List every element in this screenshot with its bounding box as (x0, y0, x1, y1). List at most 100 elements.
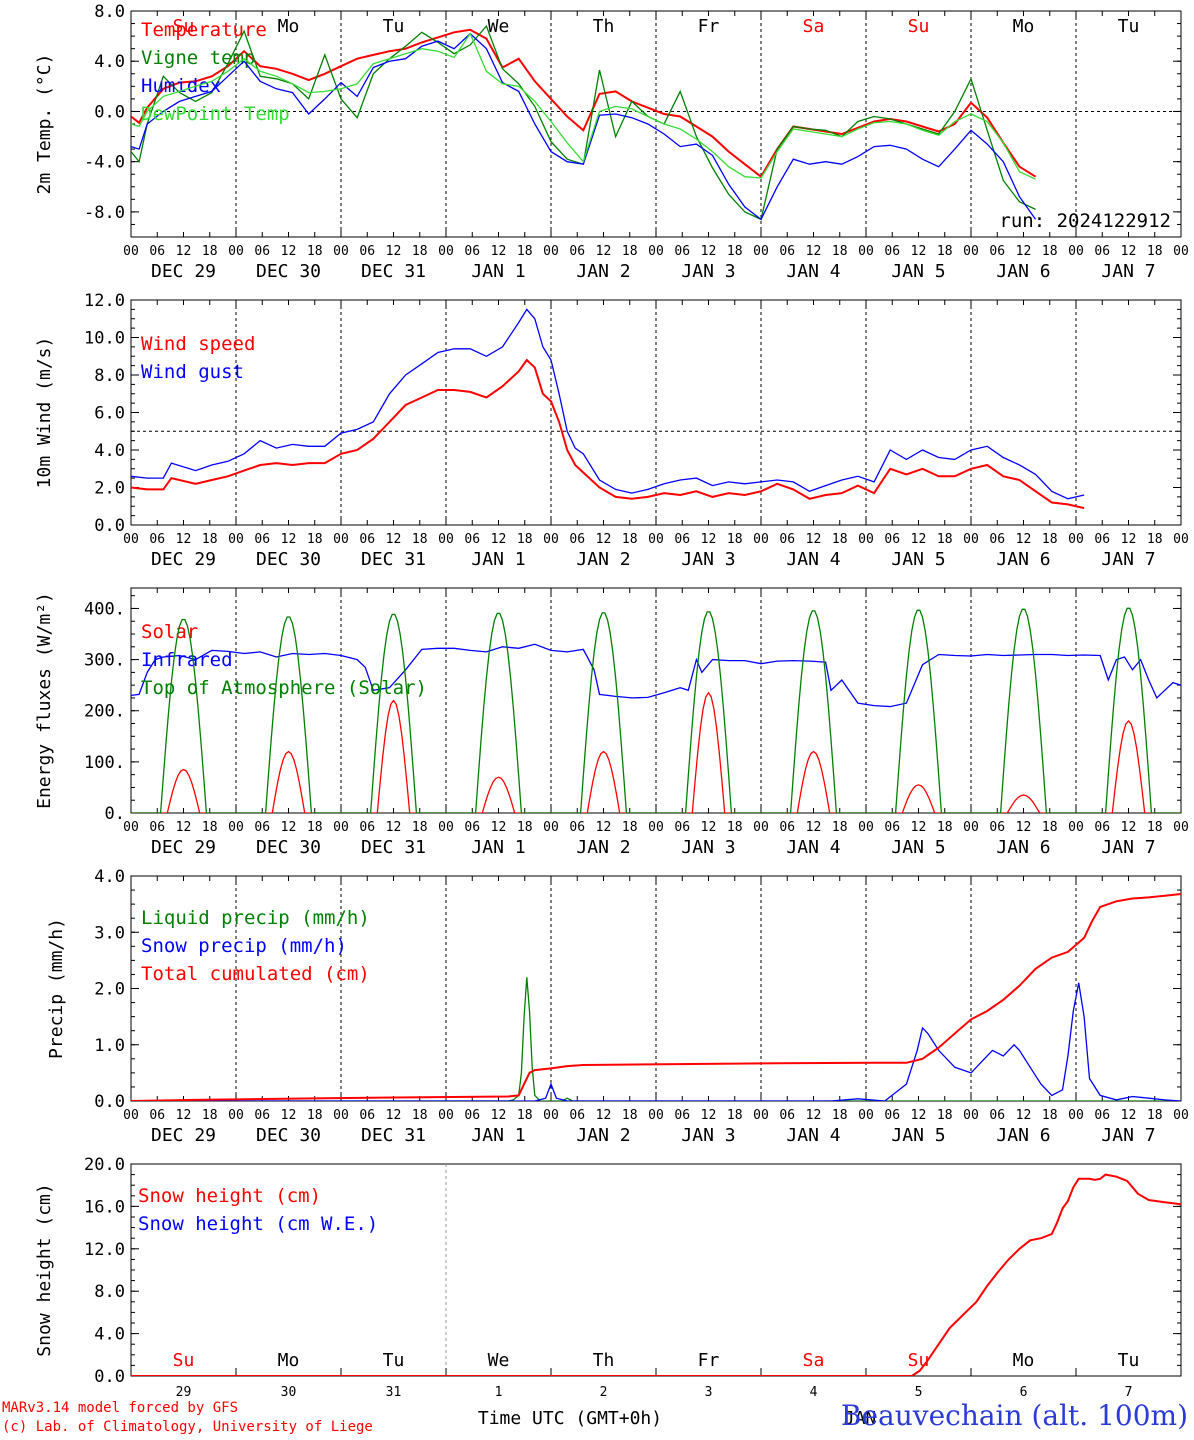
y-axis-label: 2m Temp. (°C) (34, 54, 55, 195)
series-line-temp-1 (131, 24, 1036, 221)
x-hour-label: 00 (228, 1108, 244, 1123)
x-hour-label: 00 (123, 1108, 139, 1123)
x-hour-label: 00 (753, 820, 769, 835)
x-hour-label: 06 (884, 532, 900, 547)
x-day-label: JAN 6 (996, 261, 1050, 282)
bottom-month-label: JAN (844, 1408, 877, 1429)
y-tick-label: 12.0 (84, 1240, 125, 1260)
y-tick-label: 0.0 (94, 1092, 125, 1112)
x-hour-label: 12 (491, 1108, 507, 1123)
x-hour-label: 12 (596, 1108, 612, 1123)
x-hour-label: 18 (937, 532, 953, 547)
x-hour-label: 12 (281, 820, 297, 835)
legend-entry: Snow height (cm W.E.) (138, 1213, 378, 1235)
y-axis-label: Energy fluxes (W/m²) (34, 592, 55, 809)
x-day-label: DEC 29 (151, 261, 216, 282)
x-hour-label: 12 (281, 532, 297, 547)
x-day-label: JAN 6 (996, 837, 1050, 858)
legend-entry: Humidex (141, 75, 221, 97)
x-hour-label: 12 (491, 244, 507, 259)
x-day-label: JAN 7 (1101, 549, 1155, 570)
station-name: Beauvechain (alt. 100m) (840, 1399, 1188, 1432)
x-hour-label: 12 (176, 532, 192, 547)
x-hour-label: 00 (543, 820, 559, 835)
panel-frame-energy (130, 587, 1182, 814)
x-hour-label: 12 (1016, 244, 1032, 259)
x-hour-label: 06 (674, 532, 690, 547)
x-hour-label: 18 (517, 1108, 533, 1123)
x-day-label: DEC 31 (361, 1125, 426, 1146)
x-hour-label: 18 (412, 244, 428, 259)
x-hour-label: 00 (543, 532, 559, 547)
x-hour-label: 12 (806, 820, 822, 835)
series-line-wind-0 (131, 358, 1085, 510)
weekday-label: Su (173, 16, 195, 37)
x-hour-label: 00 (648, 244, 664, 259)
x-hour-label: 00 (648, 1108, 664, 1123)
x-hour-label: 00 (438, 820, 454, 835)
series-line-energy-1 (131, 643, 1181, 708)
x-hour-label: 18 (307, 820, 323, 835)
y-axis-label: Snow height (cm) (34, 1183, 55, 1356)
x-hour-label: 12 (701, 244, 717, 259)
x-axis-title: Time UTC (GMT+0h) (478, 1408, 662, 1429)
x-hour-label: 12 (491, 820, 507, 835)
run-label: run: 2024122912 (999, 210, 1171, 232)
legend-entry: Vigne temp (141, 47, 255, 69)
x-hour-label: 18 (937, 1108, 953, 1123)
weekday-label: We (488, 16, 510, 37)
x-day-label: JAN 2 (576, 837, 630, 858)
x-hour-label: 06 (359, 244, 375, 259)
series-line-temp-0 (131, 28, 1037, 179)
x-hour-label: 06 (674, 244, 690, 259)
y-tick-label: 8.0 (94, 366, 125, 386)
series-line-energy-2 (131, 607, 1181, 813)
y-tick-label: 8.0 (94, 1282, 125, 1302)
x-hour-label: 18 (517, 820, 533, 835)
series-line-energy-0 (131, 691, 1181, 813)
y-tick-label: 200. (84, 702, 125, 722)
y-tick-label: 4.0 (94, 1325, 125, 1345)
x-hour-label: 00 (648, 820, 664, 835)
y-tick-label: 400. (84, 599, 125, 619)
x-hour-label: 00 (1068, 1108, 1084, 1123)
x-day-label: JAN 6 (996, 549, 1050, 570)
x-hour-label: 00 (123, 532, 139, 547)
weekday-label: Sa (803, 16, 825, 37)
x-hour-label: 00 (963, 244, 979, 259)
x-hour-label: 18 (307, 532, 323, 547)
x-hour-label: 00 (963, 1108, 979, 1123)
x-day-label: JAN 7 (1101, 261, 1155, 282)
series-line-precip-1 (131, 982, 1181, 1101)
x-hour-label: 00 (1068, 244, 1084, 259)
x-hour-label: 18 (937, 244, 953, 259)
x-hour-label: 18 (412, 1108, 428, 1123)
x-hour-label: 06 (1094, 820, 1110, 835)
y-tick-label: 10.0 (84, 329, 125, 349)
weekday-label: Mo (1013, 1350, 1035, 1371)
x-hour-label: 18 (622, 1108, 638, 1123)
x-hour-label: 06 (254, 820, 270, 835)
y-axis-label: 10m Wind (m/s) (34, 337, 55, 489)
series-line-temp-2 (131, 32, 1037, 221)
x-hour-label: 00 (333, 532, 349, 547)
x-day-label: JAN 5 (891, 261, 945, 282)
x-day-label: JAN 4 (786, 1125, 840, 1146)
x-hour-label: 06 (989, 244, 1005, 259)
x-day-label: DEC 29 (151, 549, 216, 570)
x-hour-label: 12 (386, 1108, 402, 1123)
x-hour-label: 00 (753, 532, 769, 547)
x-hour-label: 00 (333, 820, 349, 835)
bottom-day-label: 6 (1020, 1385, 1028, 1400)
x-day-label: JAN 3 (681, 1125, 735, 1146)
x-hour-label: 12 (806, 244, 822, 259)
x-day-label: JAN 3 (681, 837, 735, 858)
x-day-label: JAN 5 (891, 837, 945, 858)
x-hour-label: 12 (1016, 820, 1032, 835)
y-tick-label: -8.0 (84, 203, 125, 223)
x-hour-label: 00 (753, 244, 769, 259)
x-hour-label: 06 (884, 244, 900, 259)
x-hour-label: 00 (438, 244, 454, 259)
x-hour-label: 18 (727, 820, 743, 835)
series-line-snow-0 (131, 1173, 1181, 1376)
